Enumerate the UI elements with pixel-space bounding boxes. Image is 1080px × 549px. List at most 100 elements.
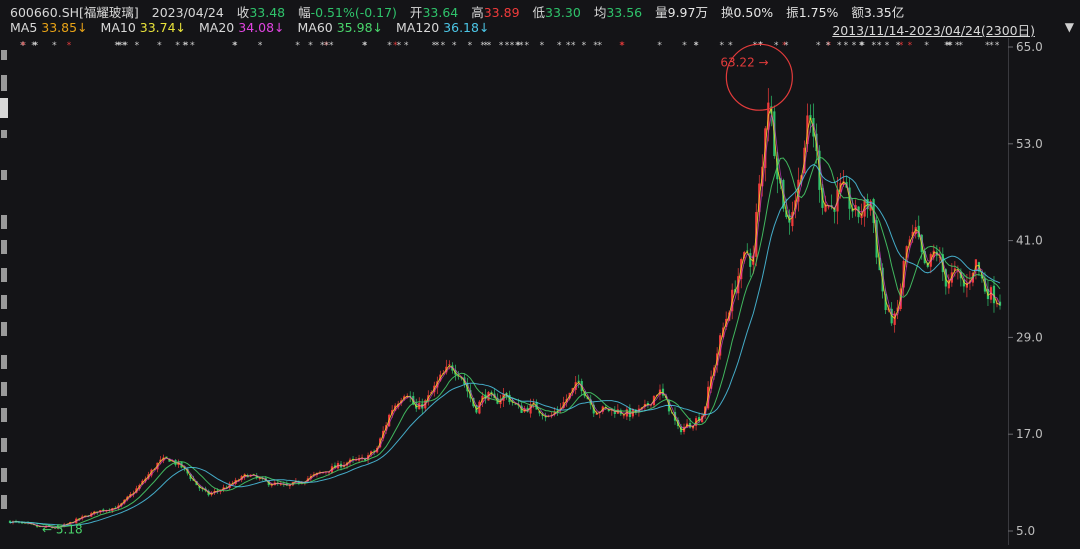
event-star-icon: * bbox=[908, 41, 913, 51]
change-label: 幅 bbox=[298, 5, 311, 20]
event-star-icon: * bbox=[719, 41, 724, 51]
avg-label: 均 bbox=[593, 5, 607, 20]
high-highlight-circle bbox=[725, 43, 793, 111]
amount-label: 额 bbox=[851, 5, 864, 20]
candle-body bbox=[974, 259, 978, 271]
event-star-icon: * bbox=[872, 41, 877, 51]
event-star-icon: * bbox=[899, 41, 904, 51]
event-star-icon: * bbox=[20, 41, 25, 51]
event-star-icon: * bbox=[877, 41, 882, 51]
candle-body bbox=[406, 396, 409, 398]
event-star-icon: * bbox=[620, 41, 625, 51]
event-star-icon: * bbox=[758, 41, 763, 51]
ma10-label: MA10 bbox=[100, 20, 136, 35]
turnover-value: 0.50% bbox=[733, 5, 774, 20]
event-star-icon: * bbox=[441, 41, 446, 51]
event-star-icon: * bbox=[232, 41, 237, 51]
candle-body bbox=[457, 375, 460, 377]
event-star-icon: * bbox=[175, 41, 180, 51]
quote-info-bar: 600660.SH[福耀玻璃] 2023/04/24 收33.48 幅-0.51… bbox=[10, 2, 904, 21]
event-star-icon: * bbox=[295, 41, 300, 51]
event-star-icon: * bbox=[728, 41, 733, 51]
event-star-icon: * bbox=[52, 41, 57, 51]
candle-body bbox=[809, 115, 812, 120]
candle-body bbox=[607, 409, 610, 411]
event-star-icon: * bbox=[955, 41, 960, 51]
event-star-icon: * bbox=[387, 41, 392, 51]
candle-body bbox=[628, 407, 631, 418]
close-value: 33.48 bbox=[249, 5, 286, 20]
event-star-icon: * bbox=[995, 41, 1000, 51]
event-star-icon: * bbox=[557, 41, 562, 51]
candle-body bbox=[279, 483, 282, 485]
event-star-icon: * bbox=[33, 41, 38, 51]
event-star-icon: * bbox=[184, 41, 189, 51]
event-star-icon: * bbox=[510, 41, 515, 51]
event-star-icon: * bbox=[844, 41, 849, 51]
amplitude-value: 1.75% bbox=[798, 5, 839, 20]
open-label: 开 bbox=[409, 5, 423, 20]
event-star-icon: * bbox=[619, 41, 624, 51]
event-star-icon: * bbox=[324, 41, 329, 51]
turnover-label: 换 bbox=[720, 5, 734, 20]
date-range-selector[interactable]: 2013/11/14-2023/04/24(2300日) bbox=[832, 23, 1035, 38]
candle-body bbox=[827, 206, 830, 208]
high-label: 高 bbox=[471, 5, 484, 20]
ma5-value: 33.85↓ bbox=[41, 20, 88, 35]
event-star-icon: * bbox=[31, 41, 36, 51]
candle-body bbox=[478, 401, 481, 414]
y-tick-label: 65.0 bbox=[1016, 40, 1043, 54]
dropdown-arrow-icon[interactable]: ▼ bbox=[1064, 20, 1074, 34]
stock-code[interactable]: 600660.SH[福耀玻璃] bbox=[10, 5, 139, 20]
high-price-label: 63.22 → bbox=[720, 55, 768, 69]
event-star-icon: * bbox=[946, 41, 951, 51]
low-label: 低 bbox=[532, 5, 546, 20]
change-value: -0.51%(-0.17) bbox=[310, 5, 397, 20]
event-star-icon: * bbox=[657, 41, 662, 51]
event-star-icon: * bbox=[499, 41, 504, 51]
event-star-icon: * bbox=[393, 41, 398, 51]
event-star-icon: * bbox=[118, 41, 123, 51]
event-star-icon: * bbox=[362, 41, 367, 51]
event-star-icon: * bbox=[122, 41, 127, 51]
event-star-icon: * bbox=[515, 41, 520, 51]
event-star-icon: * bbox=[784, 41, 789, 51]
candle-body bbox=[8, 520, 12, 523]
left-toolbar-strip[interactable] bbox=[0, 40, 8, 545]
event-star-icon: * bbox=[582, 41, 587, 51]
candle-body bbox=[953, 268, 956, 271]
event-star-icon: * bbox=[816, 41, 821, 51]
event-star-icon: * bbox=[985, 41, 990, 51]
event-star-icon: * bbox=[759, 41, 764, 51]
candle-body bbox=[941, 254, 944, 273]
candle-body bbox=[511, 400, 514, 403]
event-star-icon: * bbox=[123, 41, 128, 51]
candle-body bbox=[749, 253, 752, 267]
event-star-icon: * bbox=[924, 41, 929, 51]
event-star-icon: * bbox=[432, 41, 437, 51]
candle-body bbox=[962, 279, 965, 287]
ma120-label: MA120 bbox=[395, 20, 440, 35]
event-star-icon: * bbox=[774, 41, 779, 51]
ma120-line bbox=[9, 164, 1001, 526]
event-star-icon: * bbox=[404, 41, 409, 51]
candle-body bbox=[673, 411, 677, 421]
moving-average-bar: MA5 33.85↓ MA10 33.74↓ MA20 34.08↓ MA60 … bbox=[10, 20, 489, 35]
event-star-icon: * bbox=[397, 41, 402, 51]
event-star-icon: * bbox=[598, 41, 603, 51]
low-value: 33.30 bbox=[545, 5, 581, 20]
event-star-icon: * bbox=[525, 41, 530, 51]
volume-value: 9.97万 bbox=[667, 5, 708, 20]
candle-body bbox=[20, 522, 24, 524]
candle-body bbox=[950, 272, 953, 283]
y-tick-label: 41.0 bbox=[1016, 234, 1043, 248]
candle-body bbox=[523, 408, 526, 412]
event-star-icon: * bbox=[183, 41, 188, 51]
ma20-line bbox=[9, 114, 1001, 529]
event-star-icon: * bbox=[682, 41, 687, 51]
ma20-value: 34.08↓ bbox=[238, 20, 285, 35]
price-axis-line bbox=[1008, 38, 1009, 545]
y-tick-label: 29.0 bbox=[1016, 330, 1043, 344]
candle-body bbox=[448, 364, 451, 366]
